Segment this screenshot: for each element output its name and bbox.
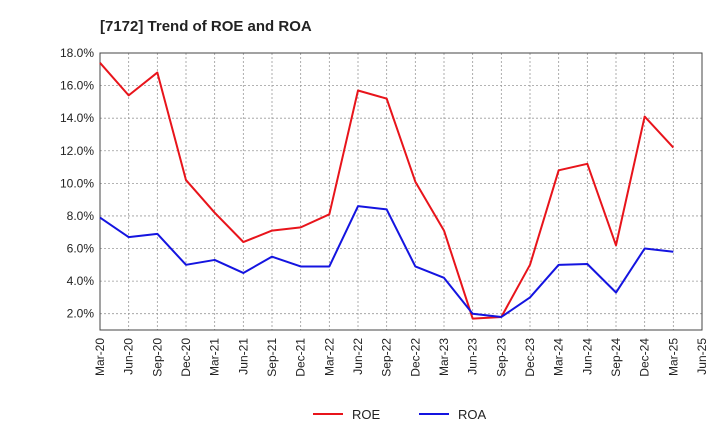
- x-tick-label: Sep-22: [380, 338, 394, 377]
- x-tick-label: Sep-24: [609, 338, 623, 377]
- x-tick-label: Jun-20: [122, 338, 136, 375]
- y-tick-label: 10.0%: [60, 176, 94, 190]
- x-tick-label: Dec-22: [408, 338, 422, 377]
- y-tick-label: 14.0%: [60, 111, 94, 125]
- x-tick-label: Jun-21: [236, 338, 250, 375]
- axes: 2.0% 4.0% 6.0% 8.0% 10.0% 12.0% 14.0% 16.0% 18.0…: [60, 46, 709, 377]
- series-lines: [99, 62, 675, 320]
- x-tick-label: Sep-21: [265, 338, 279, 377]
- chart-title: [7172] Trend of ROE and ROA: [100, 18, 312, 35]
- x-tick-label: Jun-22: [351, 338, 365, 375]
- legend-label-roa: ROA: [458, 407, 487, 422]
- plot-frame: [99, 52, 703, 331]
- x-tick-label: Mar-24: [552, 338, 566, 376]
- x-tick-label: Dec-24: [638, 338, 652, 377]
- y-tick-label: 6.0%: [67, 242, 95, 256]
- x-tick-label: Mar-23: [437, 338, 451, 376]
- x-tick-label: Dec-23: [523, 338, 537, 377]
- x-tick-label: Mar-25: [666, 338, 680, 376]
- x-tick-label: Mar-22: [322, 338, 336, 376]
- series-line-roe: [99, 62, 675, 320]
- x-tick-label: Dec-21: [294, 338, 308, 377]
- y-tick-label: 4.0%: [67, 274, 95, 288]
- x-tick-label: Jun-24: [580, 338, 594, 375]
- x-tick-label: Jun-25: [695, 338, 709, 375]
- x-tick-label: Jun-23: [466, 338, 480, 375]
- legend: ROE ROA: [313, 407, 487, 422]
- y-tick-label: 2.0%: [67, 307, 95, 321]
- legend-label-roe: ROE: [352, 407, 381, 422]
- x-tick-label: Sep-20: [150, 338, 164, 377]
- x-tick-label: Mar-21: [208, 338, 222, 376]
- series-line-roa: [99, 205, 674, 318]
- y-tick-label: 16.0%: [60, 79, 94, 93]
- y-tick-label: 18.0%: [60, 46, 94, 60]
- y-tick-label: 8.0%: [67, 209, 95, 223]
- x-tick-label: Dec-20: [179, 338, 193, 377]
- y-tick-label: 12.0%: [60, 144, 94, 158]
- x-tick-label: Sep-23: [494, 338, 508, 377]
- x-tick-label: Mar-20: [93, 338, 107, 376]
